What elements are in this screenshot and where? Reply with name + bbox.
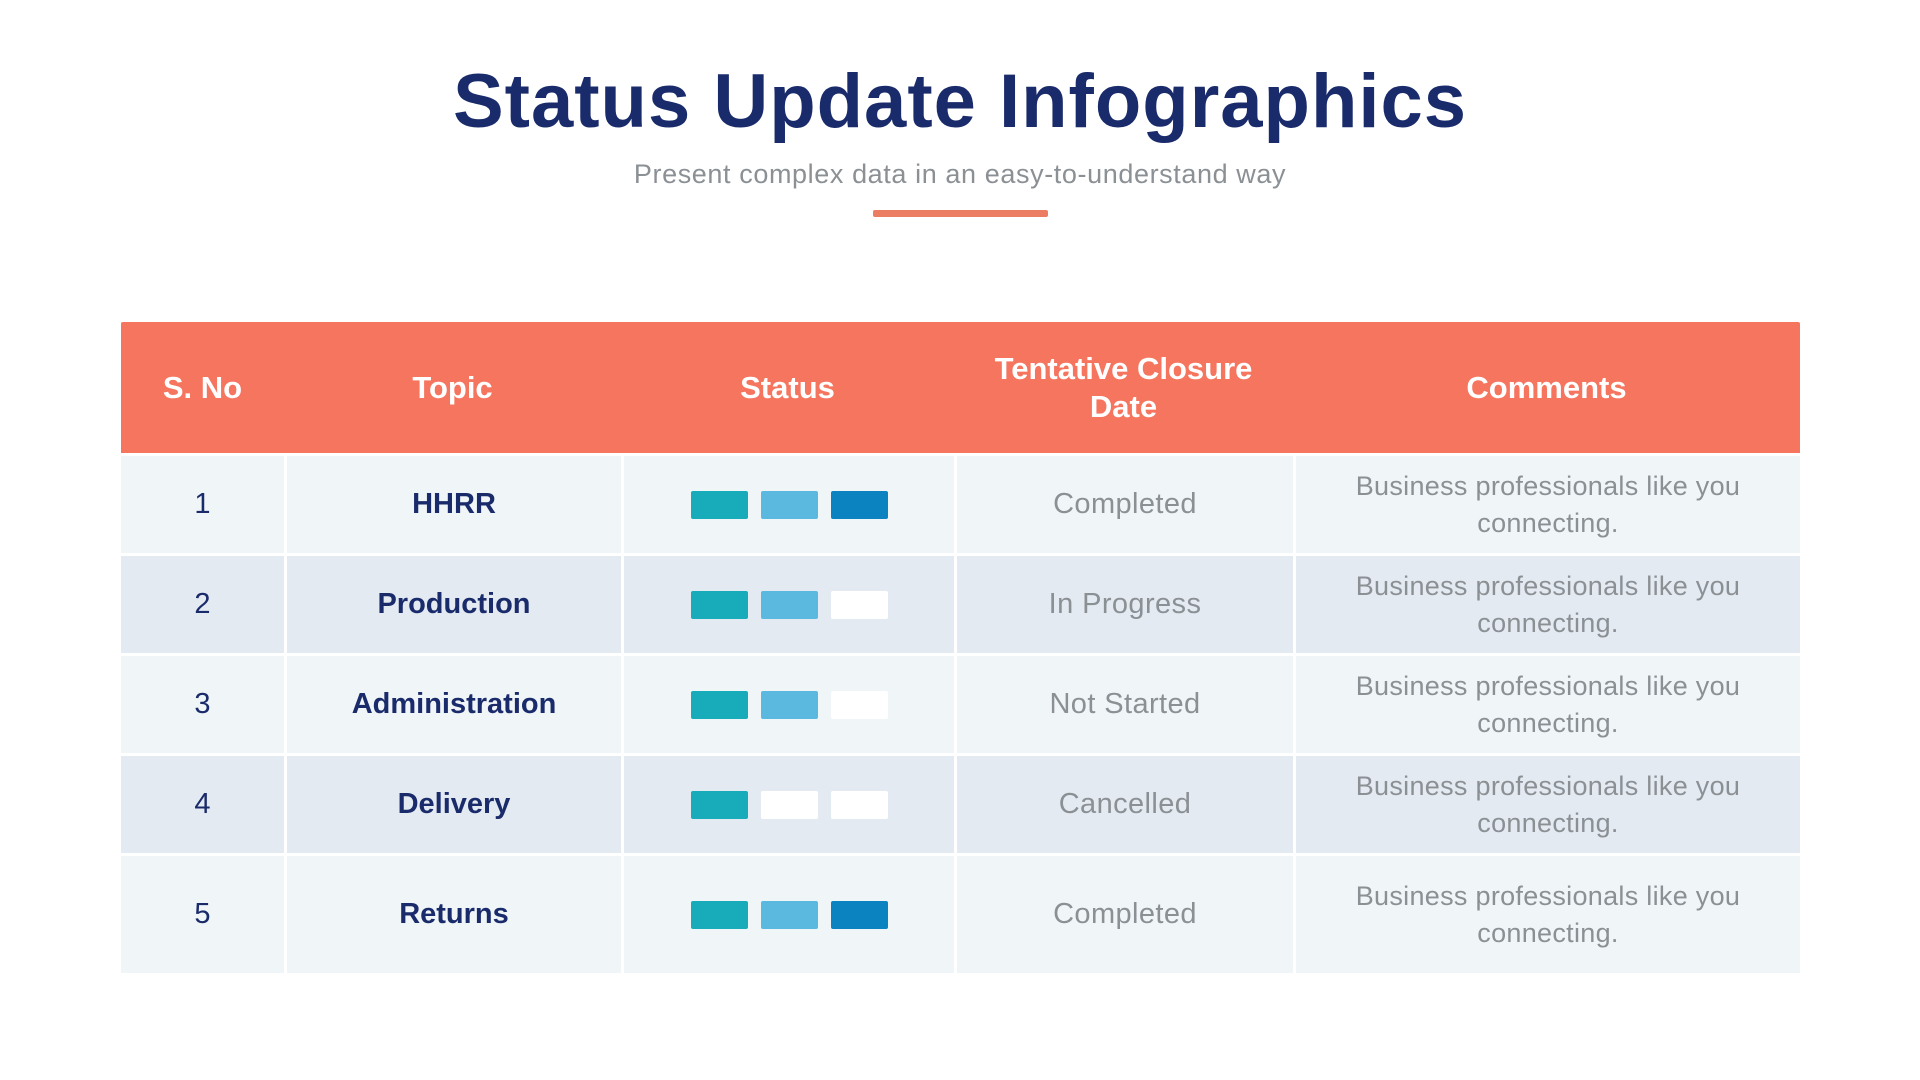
sno-cell: 5: [121, 853, 284, 973]
sno-cell: 1: [121, 453, 284, 553]
page-subtitle: Present complex data in an easy-to-under…: [633, 159, 1287, 189]
title-underline: [872, 210, 1048, 217]
status-segment-sky: [760, 490, 818, 519]
status-segment-blue: [830, 490, 888, 519]
closure-cell: Cancelled: [954, 753, 1293, 853]
status-cell: [621, 553, 954, 653]
table-row: 2 Production In Progress Business profes…: [121, 553, 1800, 653]
column-header-comments: Comments: [1466, 369, 1627, 405]
status-segment-empty: [830, 690, 888, 719]
column-header-topic: Topic: [412, 369, 493, 405]
topic-cell: Production: [284, 553, 621, 653]
closure-cell: In Progress: [954, 553, 1293, 653]
status-segments: [690, 900, 888, 929]
status-segment-empty: [830, 790, 888, 819]
comments-cell: Business professionals like you connecti…: [1293, 553, 1800, 653]
status-segment-sky: [760, 690, 818, 719]
table-row: 5 Returns Completed Business professiona…: [121, 853, 1800, 973]
status-table: S. No Topic Status Tentative Closure Dat…: [121, 322, 1800, 973]
comments-cell: Business professionals like you connecti…: [1293, 453, 1800, 553]
comments-cell: Business professionals like you connecti…: [1293, 753, 1800, 853]
status-segment-blue: [830, 900, 888, 929]
status-segment-sky: [760, 900, 818, 929]
topic-cell: Delivery: [284, 753, 621, 853]
status-segment-teal: [690, 590, 748, 619]
comments-cell: Business professionals like you connecti…: [1293, 853, 1800, 973]
sno-cell: 3: [121, 653, 284, 753]
topic-cell: Administration: [284, 653, 621, 753]
status-segment-teal: [690, 490, 748, 519]
status-cell: [621, 753, 954, 853]
status-cell: [621, 653, 954, 753]
column-header-closure: Tentative Closure Date: [994, 351, 1253, 424]
table-row: 4 Delivery Cancelled Business profession…: [121, 753, 1800, 853]
status-cell: [621, 453, 954, 553]
table-row: 1 HHRR Completed Business professionals …: [121, 453, 1800, 553]
topic-cell: HHRR: [284, 453, 621, 553]
status-cell: [621, 853, 954, 973]
column-header-status: Status: [740, 369, 835, 405]
status-segment-teal: [690, 900, 748, 929]
status-segments: [690, 490, 888, 519]
status-segment-empty: [830, 590, 888, 619]
closure-cell: Not Started: [954, 653, 1293, 753]
table-row: 3 Administration Not Started Business pr…: [121, 653, 1800, 753]
column-header-sno: S. No: [162, 369, 243, 405]
status-segment-teal: [690, 690, 748, 719]
status-segment-teal: [690, 790, 748, 819]
comments-cell: Business professionals like you connecti…: [1293, 653, 1800, 753]
table-header-row: S. No Topic Status Tentative Closure Dat…: [121, 322, 1800, 453]
sno-cell: 2: [121, 553, 284, 653]
status-segments: [690, 790, 888, 819]
page-header: Status Update Infographics Present compl…: [0, 0, 1920, 217]
sno-cell: 4: [121, 753, 284, 853]
page-title: Status Update Infographics: [452, 59, 1468, 144]
status-segments: [690, 590, 888, 619]
closure-cell: Completed: [954, 453, 1293, 553]
status-segments: [690, 690, 888, 719]
closure-cell: Completed: [954, 853, 1293, 973]
status-segment-empty: [760, 790, 818, 819]
status-segment-sky: [760, 590, 818, 619]
topic-cell: Returns: [284, 853, 621, 973]
